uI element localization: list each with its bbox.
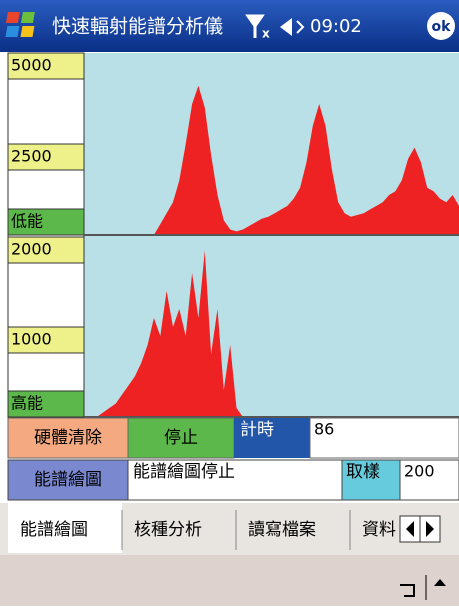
tick-label: 5000: [11, 56, 52, 75]
tick-label: 1000: [11, 330, 52, 349]
timer-value-box: [309, 417, 459, 459]
title-bar: [0, 0, 459, 52]
timer-value: 86: [314, 420, 334, 439]
range-label: 高能: [11, 394, 43, 413]
sample-label: 取樣: [346, 462, 380, 482]
status-text: 能譜繪圖停止: [133, 462, 235, 482]
sample-value-box[interactable]: [399, 459, 459, 501]
range-label: 低能: [11, 212, 43, 231]
spectrum: [84, 250, 459, 417]
start-logo[interactable]: [5, 12, 35, 37]
menu-bar: [0, 555, 459, 606]
clear-button[interactable]: [7, 417, 129, 459]
signal-icon: x: [245, 14, 270, 41]
sample-value[interactable]: 200: [404, 462, 435, 481]
tick-label-box: [7, 52, 85, 80]
status-box: [127, 459, 343, 501]
tick-label: 2000: [11, 240, 52, 259]
spectrum-button[interactable]: [7, 459, 129, 501]
active-tab[interactable]: [8, 503, 122, 553]
tick-label-box: [7, 143, 85, 171]
volume-icon: [280, 18, 305, 36]
spectrum-label[interactable]: 能譜繪圖: [34, 470, 102, 490]
tab-label[interactable]: 能譜繪圖: [20, 520, 88, 540]
clock: 09:02: [310, 16, 362, 37]
stop-label[interactable]: 停止: [164, 428, 198, 448]
ok-button[interactable]: [427, 12, 455, 40]
timer-label-box: [234, 418, 310, 458]
tick-label-box: [7, 326, 85, 354]
ok-label[interactable]: ok: [432, 19, 452, 35]
sample-label-box: [341, 459, 401, 501]
left-arrow: [406, 521, 414, 537]
svg-text:x: x: [262, 27, 270, 41]
tab-label[interactable]: 資料: [362, 520, 396, 540]
keyboard-icon[interactable]: [400, 584, 415, 597]
tab-label[interactable]: 核種分析: [134, 520, 202, 540]
range-label-box: [7, 390, 85, 418]
tick-label: 2500: [11, 147, 52, 166]
tick-label-box: [7, 236, 85, 264]
spectrum: [84, 85, 459, 235]
app-title: 快速輻射能譜分析儀: [52, 16, 223, 38]
timer-label: 計時: [240, 420, 274, 440]
stop-button[interactable]: [127, 417, 235, 459]
tab-label[interactable]: 讀寫檔案: [248, 520, 316, 540]
right-arrow: [426, 521, 434, 537]
clear-label[interactable]: 硬體清除: [34, 428, 102, 448]
sip-arrow[interactable]: [434, 579, 446, 586]
range-label-box: [7, 208, 85, 236]
